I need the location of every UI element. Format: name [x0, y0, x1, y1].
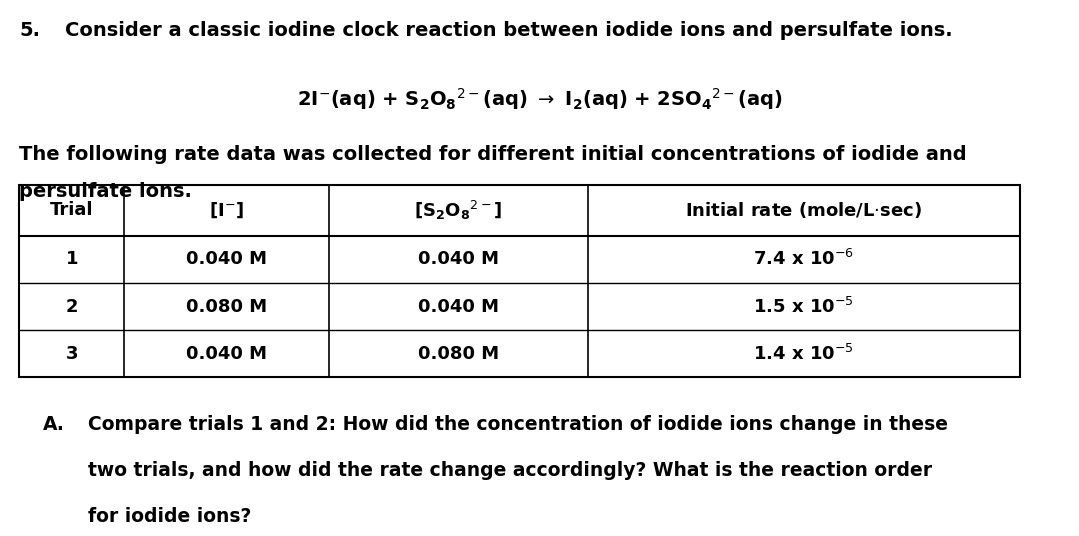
Text: 1.4 x 10$^{-5}$: 1.4 x 10$^{-5}$ — [753, 344, 855, 364]
Text: 1.5 x 10$^{-5}$: 1.5 x 10$^{-5}$ — [753, 296, 855, 317]
Text: 7.4 x 10$^{-6}$: 7.4 x 10$^{-6}$ — [753, 249, 855, 270]
Text: 3: 3 — [66, 345, 78, 363]
Text: A.: A. — [43, 415, 65, 434]
Text: Initial rate (mole/L$\cdot$sec): Initial rate (mole/L$\cdot$sec) — [685, 200, 923, 220]
Text: The following rate data was collected for different initial concentrations of io: The following rate data was collected fo… — [19, 145, 967, 163]
Text: 0.040 M: 0.040 M — [418, 250, 500, 269]
Text: 2I$^{-}$(aq) + S$_{\mathregular{2}}$O$_{\mathregular{8}}$$^{2-}$(aq) $\rightarro: 2I$^{-}$(aq) + S$_{\mathregular{2}}$O$_{… — [297, 86, 782, 111]
Text: Trial: Trial — [50, 202, 94, 219]
Text: two trials, and how did the rate change accordingly? What is the reaction order: two trials, and how did the rate change … — [88, 461, 932, 480]
Text: 0.040 M: 0.040 M — [186, 250, 268, 269]
Text: 1: 1 — [66, 250, 78, 269]
Text: 5.: 5. — [19, 21, 40, 40]
Text: persulfate ions.: persulfate ions. — [19, 182, 192, 201]
Text: Compare trials 1 and 2: How did the concentration of iodide ions change in these: Compare trials 1 and 2: How did the conc… — [88, 415, 948, 434]
Bar — [19, 185, 1020, 377]
Text: [I$^{-}$]: [I$^{-}$] — [209, 200, 244, 220]
Text: 2: 2 — [66, 297, 78, 316]
Text: [S$_{\mathregular{2}}$O$_{\mathregular{8}}$$^{2-}$]: [S$_{\mathregular{2}}$O$_{\mathregular{8… — [414, 199, 503, 222]
Text: 0.040 M: 0.040 M — [186, 345, 268, 363]
Text: 0.080 M: 0.080 M — [418, 345, 500, 363]
Text: 0.080 M: 0.080 M — [186, 297, 268, 316]
Text: for iodide ions?: for iodide ions? — [88, 507, 251, 525]
Text: 0.040 M: 0.040 M — [418, 297, 500, 316]
Text: Consider a classic iodine clock reaction between iodide ions and persulfate ions: Consider a classic iodine clock reaction… — [65, 21, 953, 40]
